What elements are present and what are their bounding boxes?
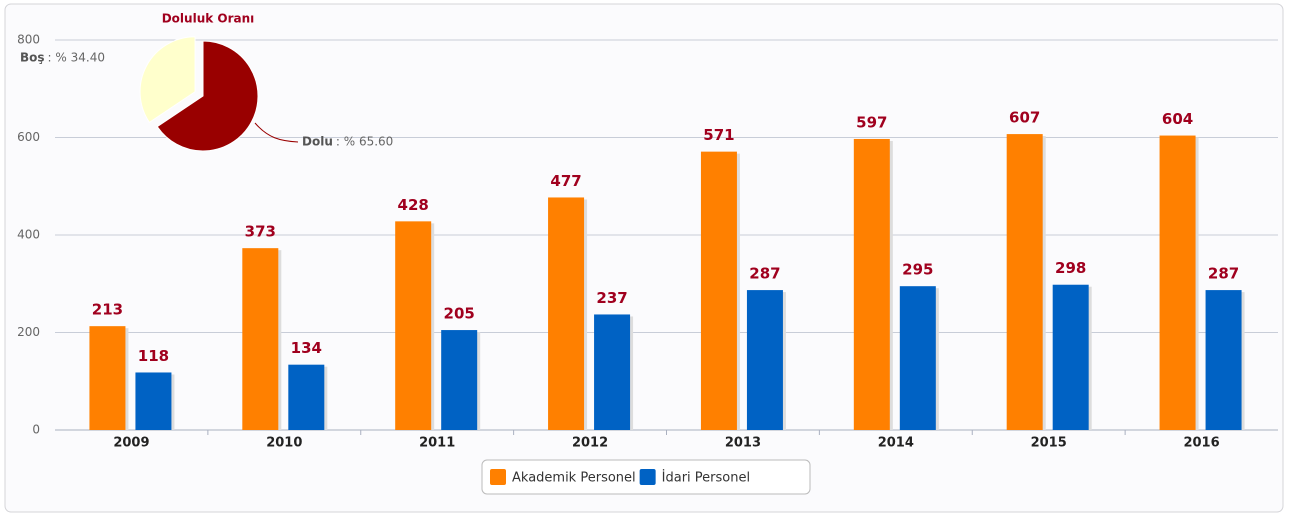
value-label: 373 [245, 223, 276, 241]
value-label: 295 [902, 261, 933, 279]
value-label: 134 [291, 339, 322, 357]
x-tick-label: 2012 [572, 436, 608, 451]
x-tick-label: 2014 [878, 436, 914, 451]
legend-swatch [490, 469, 506, 485]
x-tick-label: 2015 [1031, 436, 1067, 451]
pie-slice [156, 40, 259, 152]
value-label: 118 [138, 347, 169, 365]
x-tick-label: 2009 [113, 436, 149, 451]
x-tick-label: 2016 [1183, 436, 1219, 451]
value-label: 205 [444, 305, 475, 323]
bar [1159, 135, 1196, 431]
bar [395, 221, 432, 430]
pie-slice [139, 36, 196, 124]
legend-label: İdari Personel [662, 470, 750, 486]
y-tick-label: 600 [17, 130, 40, 144]
bar [441, 330, 478, 430]
bar [242, 248, 279, 430]
value-label: 287 [749, 265, 780, 283]
value-label: 607 [1009, 109, 1040, 127]
leader-line [254, 122, 299, 143]
legend-swatch [639, 469, 656, 485]
bar [1006, 134, 1043, 430]
value-label: 213 [92, 301, 123, 319]
value-label: 604 [1162, 110, 1193, 128]
bar [288, 364, 325, 430]
value-label: 597 [856, 113, 887, 131]
pie-label-name: Dolu [302, 135, 333, 149]
pie-label-value: : % 34.40 [48, 51, 105, 65]
bar [1052, 284, 1089, 430]
bar [746, 290, 783, 430]
y-tick-label: 800 [17, 33, 40, 47]
legend-label: Akademik Personel [512, 471, 636, 486]
value-label: 428 [398, 196, 429, 214]
value-label: 237 [596, 289, 627, 307]
y-tick-label: 0 [32, 423, 40, 437]
bar [853, 138, 890, 430]
value-label: 571 [703, 126, 734, 144]
value-label: 287 [1208, 265, 1239, 283]
pie-label-name: Boş [20, 51, 45, 65]
y-tick-label: 400 [17, 228, 40, 242]
y-tick-label: 200 [17, 325, 40, 339]
pie-title: Doluluk Oranı [162, 12, 255, 26]
bar [700, 151, 737, 430]
bar [899, 286, 936, 430]
bar [1205, 290, 1242, 430]
pie-label-value: : % 65.60 [336, 135, 393, 149]
x-tick-label: 2010 [266, 436, 302, 451]
x-tick-label: 2013 [725, 436, 761, 451]
panel [4, 3, 1284, 513]
bar [548, 197, 585, 430]
bar [594, 314, 631, 430]
bar [89, 326, 126, 430]
x-tick-label: 2011 [419, 436, 455, 451]
value-label: 477 [550, 172, 581, 190]
value-label: 298 [1055, 259, 1086, 277]
bar [135, 372, 172, 430]
